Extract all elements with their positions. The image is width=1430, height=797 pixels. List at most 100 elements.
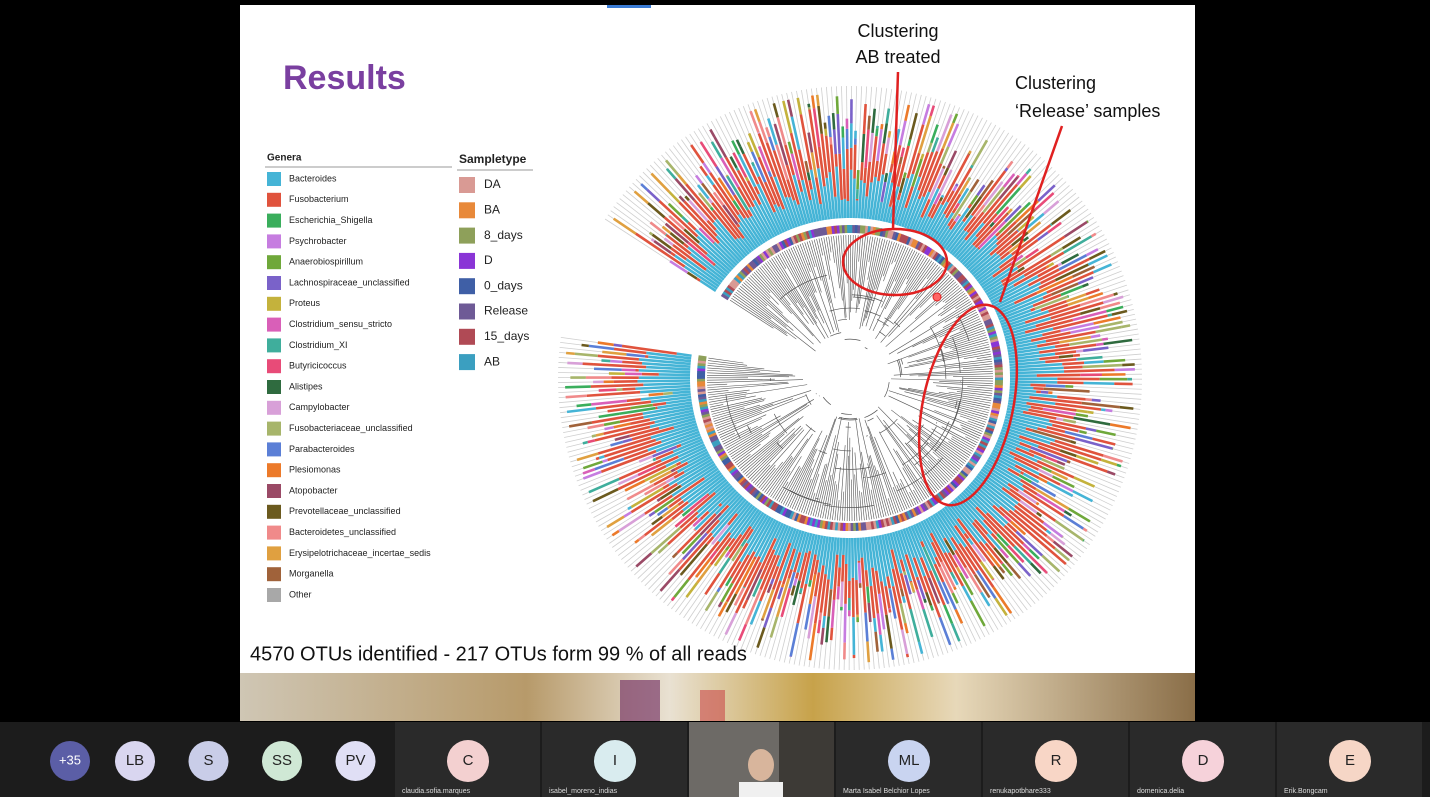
abundance-bar: [713, 264, 715, 265]
abundance-bar: [601, 360, 610, 361]
legend-label: Fusobacteriaceae_unclassified: [289, 423, 413, 433]
legend-swatch: [459, 253, 475, 269]
annotation: Clustering: [857, 21, 938, 41]
camera-window: [779, 722, 834, 797]
abundance-bar: [800, 588, 801, 593]
abundance-bar: [746, 177, 748, 181]
abundance-bar: [839, 567, 840, 586]
legend-label: AB: [484, 354, 500, 368]
abundance-bar: [622, 362, 642, 363]
abundance-bar: [858, 538, 859, 561]
sample-ring: [994, 396, 1002, 397]
legend-swatch: [459, 202, 475, 218]
sample-ring: [699, 403, 707, 404]
avatar-initials: LB: [126, 752, 144, 769]
abundance-bar: [671, 469, 675, 471]
legend-swatch: [267, 359, 281, 373]
legend-swatch: [267, 546, 281, 560]
legend-label: Campylobacter: [289, 402, 350, 412]
abundance-bar: [823, 616, 824, 628]
sample-ring: [867, 522, 868, 530]
sample-ring: [834, 522, 835, 530]
avatar-initials: E: [1345, 752, 1355, 769]
abundance-bar: [1059, 356, 1073, 357]
abundance-bar: [726, 602, 727, 603]
abundance-bar: [701, 517, 703, 519]
abundance-bar: [842, 200, 843, 218]
abundance-bar: [942, 195, 943, 197]
abundance-bar: [825, 123, 826, 129]
sample-ring: [992, 406, 1000, 408]
abundance-bar: [971, 165, 973, 168]
abundance-bar: [1033, 388, 1043, 389]
legend-swatch: [267, 234, 281, 248]
sample-ring: [995, 368, 1003, 369]
abundance-bar: [1115, 369, 1135, 370]
legend-label: Prevotellaceae_unclassified: [289, 506, 401, 516]
abundance-bar: [622, 389, 635, 390]
legend-label: 0_days: [484, 278, 523, 292]
annotation: Clustering: [1015, 73, 1096, 93]
abundance-bar: [1104, 360, 1125, 361]
sample-ring: [993, 352, 1001, 353]
abundance-bar: [969, 154, 970, 155]
abundance-bar: [835, 197, 837, 219]
abundance-bar: [858, 170, 859, 189]
abundance-bar: [885, 173, 887, 182]
sample-ring: [862, 522, 863, 530]
abundance-bar: [917, 577, 918, 580]
abundance-bar: [1051, 224, 1052, 225]
abundance-bar: [890, 610, 891, 613]
abundance-bar: [599, 456, 604, 458]
abundance-bar: [707, 494, 708, 495]
abundance-bar: [815, 555, 816, 560]
abundance-bar: [754, 557, 755, 559]
abundance-bar: [837, 96, 838, 114]
abundance-bar: [1096, 344, 1103, 345]
legend-swatch: [267, 588, 281, 602]
abundance-bar: [856, 580, 857, 615]
abundance-bar: [1076, 351, 1083, 352]
abundance-bar: [1046, 572, 1047, 573]
abundance-bar: [889, 131, 890, 137]
abundance-bar: [900, 157, 902, 164]
abundance-bar: [847, 149, 848, 201]
abundance-bar: [840, 538, 842, 568]
abundance-bar: [831, 628, 832, 640]
abundance-bar: [1005, 168, 1007, 171]
abundance-bar: [1102, 339, 1108, 340]
sample-ring: [861, 225, 862, 233]
abundance-bar: [637, 380, 690, 381]
legend-label: Bacteroides: [289, 173, 337, 183]
abundance-bar: [565, 387, 591, 388]
legend-swatch: [267, 505, 281, 519]
abundance-bar: [727, 175, 728, 176]
abundance-bar: [892, 649, 894, 660]
abundance-bar: [1121, 325, 1130, 327]
legend-label: D: [484, 253, 493, 267]
legend-swatch: [459, 228, 475, 244]
abundance-bar: [1030, 385, 1045, 386]
abundance-bar: [829, 116, 831, 137]
abundance-bar: [1058, 263, 1062, 265]
sample-ring: [860, 523, 861, 531]
legend-swatch: [267, 297, 281, 311]
abundance-bar: [818, 620, 820, 633]
legend-swatch: [267, 422, 281, 436]
abundance-bar: [673, 392, 691, 394]
legend-swatch: [267, 463, 281, 477]
abundance-bar: [657, 499, 660, 501]
legend-label: 15_days: [484, 329, 529, 343]
legend-swatch: [459, 329, 475, 345]
abundance-bar: [969, 151, 970, 154]
abundance-bar: [1017, 230, 1018, 231]
sample-ring: [838, 226, 839, 234]
abundance-bar: [583, 364, 594, 365]
abundance-bar: [1087, 412, 1093, 413]
abundance-bar: [1080, 391, 1090, 392]
sample-ring: [821, 520, 823, 528]
abundance-bar: [904, 173, 905, 178]
abundance-bar: [891, 164, 893, 172]
legend-label: Erysipelotrichaceae_incertae_sedis: [289, 548, 431, 558]
sample-ring: [993, 401, 1001, 402]
